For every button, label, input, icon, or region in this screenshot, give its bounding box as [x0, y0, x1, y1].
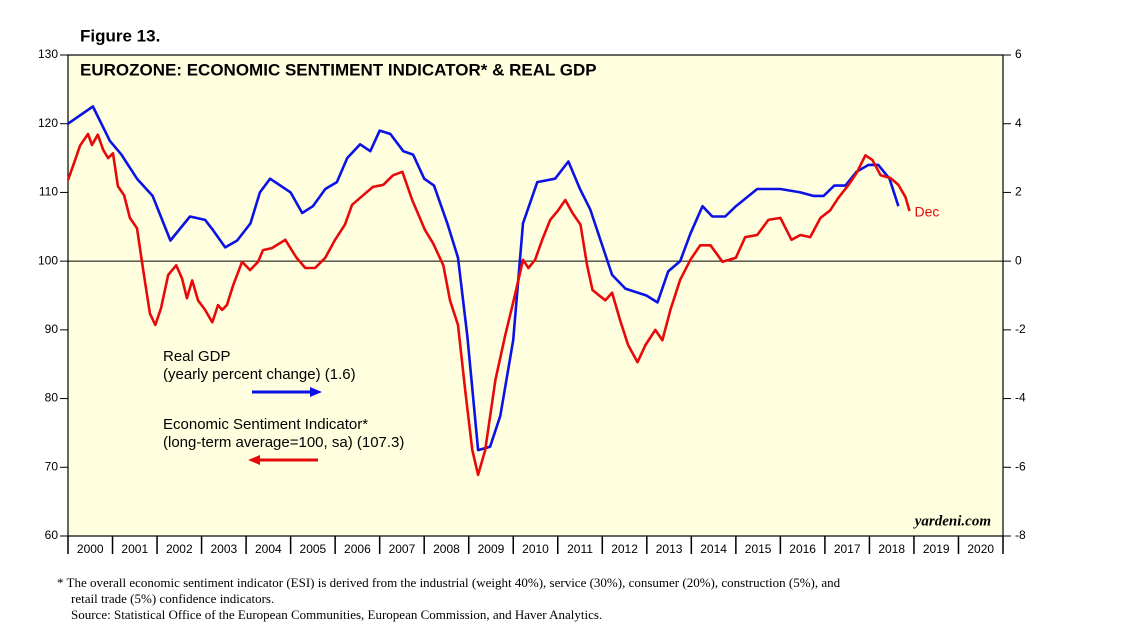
y2-tick-label: 2: [1015, 185, 1022, 199]
watermark: yardeni.com: [913, 513, 991, 529]
x-tick-label: 2019: [923, 542, 950, 556]
x-tick-label: 2017: [834, 542, 861, 556]
x-tick-label: 2009: [478, 542, 505, 556]
x-tick-label: 2005: [300, 542, 327, 556]
y-tick-label: 120: [38, 116, 58, 130]
x-tick-label: 2014: [700, 542, 727, 556]
x-tick-label: 2008: [433, 542, 460, 556]
x-tick-label: 2016: [789, 542, 816, 556]
y-tick-label: 100: [38, 253, 58, 267]
legend-label: Economic Sentiment Indicator*: [163, 416, 368, 433]
figure-label: Figure 13.: [80, 26, 160, 45]
y2-tick-label: 4: [1015, 116, 1022, 130]
series-line: [67, 105, 900, 452]
x-tick-label: 2018: [878, 542, 905, 556]
footnote: * The overall economic sentiment indicat…: [57, 575, 841, 590]
y-tick-label: 130: [38, 47, 58, 61]
x-tick-label: 2007: [389, 542, 416, 556]
x-tick-label: 2003: [210, 542, 237, 556]
legend-detail: (yearly percent change) (1.6): [163, 366, 356, 383]
x-tick-label: 2002: [166, 542, 193, 556]
y-tick-label: 110: [39, 185, 58, 199]
y-tick-label: 90: [45, 322, 59, 336]
plot-background: [67, 54, 1004, 537]
legend-arrowhead: [248, 455, 260, 465]
legend-label: Real GDP: [163, 348, 231, 365]
y2-tick-label: -2: [1015, 322, 1026, 336]
x-tick-label: 2004: [255, 542, 282, 556]
x-tick-label: 2011: [567, 542, 593, 556]
x-tick-label: 2006: [344, 542, 371, 556]
footnote: retail trade (5%) confidence indicators.: [71, 591, 274, 606]
y-tick-label: 80: [45, 391, 59, 405]
x-tick-label: 2015: [745, 542, 772, 556]
y2-tick-label: 0: [1015, 253, 1022, 267]
y2-tick-label: 6: [1015, 47, 1022, 61]
series-line: [66, 132, 911, 477]
y2-tick-label: -4: [1015, 391, 1026, 405]
x-tick-label: 2001: [121, 542, 148, 556]
x-tick-label: 2013: [656, 542, 683, 556]
legend-arrowhead: [310, 387, 322, 397]
y2-tick-label: -8: [1015, 528, 1026, 542]
annotation: Dec: [915, 204, 940, 220]
x-tick-label: 2010: [522, 542, 549, 556]
legend-detail: (long-term average=100, sa) (107.3): [163, 434, 404, 451]
y-tick-label: 60: [45, 528, 59, 542]
y2-tick-label: -6: [1015, 459, 1026, 473]
y-tick-label: 70: [45, 459, 59, 473]
footnote: Source: Statistical Office of the Europe…: [71, 607, 602, 622]
x-tick-label: 2000: [77, 542, 104, 556]
x-tick-label: 2012: [611, 542, 638, 556]
chart-title: EUROZONE: ECONOMIC SENTIMENT INDICATOR* …: [80, 60, 597, 79]
x-tick-label: 2020: [967, 542, 994, 556]
